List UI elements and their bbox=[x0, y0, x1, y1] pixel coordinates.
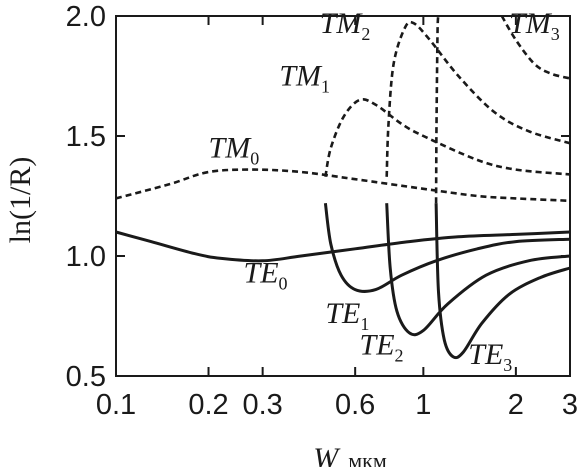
curve-label-base: TE bbox=[325, 297, 360, 330]
curve-label-tm0: TM0 bbox=[209, 132, 260, 169]
x-axis-label-unit: мкм bbox=[348, 448, 387, 467]
curve-label-base: TM bbox=[320, 7, 364, 40]
curve-label-subscript: 2 bbox=[361, 24, 370, 44]
x-tick-label: 0.2 bbox=[188, 389, 228, 421]
curve-label-base: TE bbox=[360, 328, 395, 361]
series-line-tm1 bbox=[324, 98, 571, 178]
curve-label-base: TM bbox=[279, 60, 323, 93]
x-tick-label: 2 bbox=[508, 389, 524, 421]
x-tick-label: 0.3 bbox=[242, 389, 282, 421]
x-tick-label: 3 bbox=[562, 389, 578, 421]
x-tick-label: 1 bbox=[415, 389, 431, 421]
plot-frame bbox=[115, 15, 571, 377]
y-axis-label: ln(1/R) bbox=[4, 157, 37, 244]
curve-label-subscript: 1 bbox=[321, 77, 330, 97]
curve-label-subscript: 0 bbox=[279, 273, 288, 293]
curve-label-subscript: 0 bbox=[250, 149, 259, 169]
curve-label-te2: TE2 bbox=[360, 328, 404, 365]
curve-label-base: TE bbox=[244, 256, 279, 289]
curve-label-subscript: 1 bbox=[360, 314, 369, 334]
x-axis-label-main: W bbox=[313, 442, 341, 467]
curve-label-tm1: TM1 bbox=[279, 60, 330, 97]
curve-label-subscript: 2 bbox=[395, 345, 404, 365]
curve-label-base: TM bbox=[509, 7, 553, 40]
curve-label-tm3: TM3 bbox=[509, 7, 560, 44]
axis-ticks: 0.1 0.2 0.3 0.6 1 2 3 0.5 1.0 1.5 2.0 bbox=[66, 1, 578, 421]
y-tick-label: 1.0 bbox=[66, 241, 106, 273]
y-tick-label: 2.0 bbox=[66, 1, 106, 33]
series-line-te1 bbox=[323, 203, 571, 293]
series-line-tm3-upper bbox=[500, 15, 571, 80]
curve-label-subscript: 3 bbox=[503, 355, 512, 375]
series-group bbox=[115, 15, 571, 360]
y-tick-label: 1.5 bbox=[66, 121, 106, 153]
curve-label-te0: TE0 bbox=[244, 256, 288, 293]
curve-label-subscript: 3 bbox=[551, 24, 560, 44]
y-tick-label: 0.5 bbox=[66, 361, 106, 393]
series-line-te2 bbox=[385, 203, 571, 337]
curve-label-te1: TE1 bbox=[325, 297, 369, 334]
series-line-tm2 bbox=[385, 20, 571, 177]
series-line-tm0 bbox=[115, 168, 571, 203]
x-tick-label: 0.6 bbox=[335, 389, 375, 421]
x-tick-label: 0.1 bbox=[96, 389, 136, 421]
curve-label-te3: TE3 bbox=[468, 338, 512, 375]
curve-label-base: TE bbox=[468, 338, 503, 371]
curve-label-base: TM bbox=[209, 132, 253, 165]
series-line-te3 bbox=[434, 203, 571, 360]
series-line-te0 bbox=[115, 230, 571, 263]
curve-label-tm2: TM2 bbox=[320, 7, 371, 44]
series-line-tm3 bbox=[434, 15, 440, 204]
